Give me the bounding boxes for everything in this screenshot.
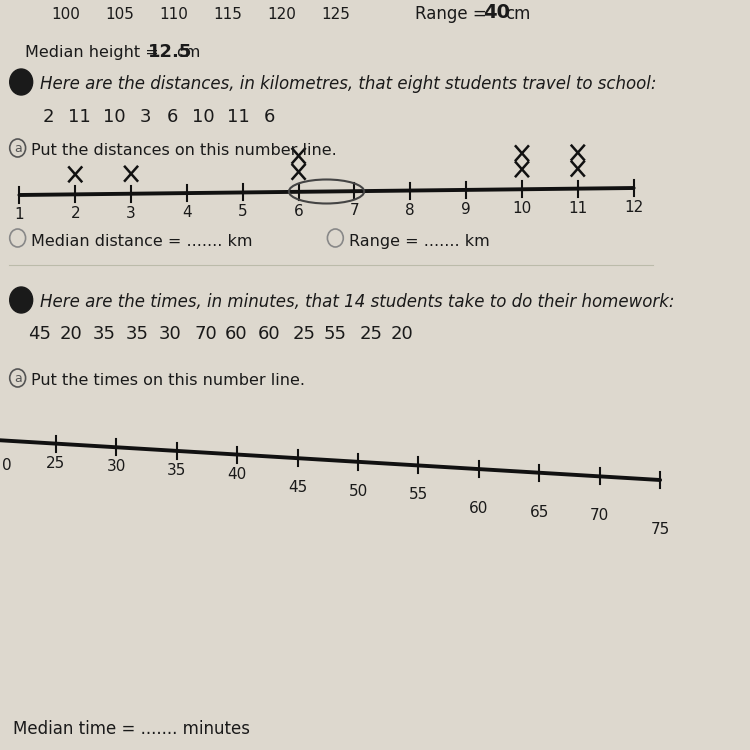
Text: 10: 10	[104, 108, 126, 126]
Text: 50: 50	[349, 484, 368, 499]
Text: 5: 5	[238, 205, 248, 220]
Text: 20: 20	[59, 325, 82, 343]
Text: 6: 6	[294, 204, 304, 219]
Text: 25: 25	[293, 325, 316, 343]
Text: 10: 10	[512, 201, 532, 216]
Text: 12.5: 12.5	[148, 43, 193, 61]
Text: 1: 1	[14, 207, 24, 222]
Text: cm: cm	[505, 5, 530, 23]
Text: 45: 45	[288, 480, 308, 495]
Text: 30: 30	[159, 325, 182, 343]
Text: 11: 11	[568, 201, 587, 216]
Text: Here are the times, in minutes, that 14 students take to do their homework:: Here are the times, in minutes, that 14 …	[40, 293, 674, 311]
Text: 65: 65	[530, 505, 549, 520]
Text: 11: 11	[68, 108, 91, 126]
Text: 6: 6	[16, 291, 27, 309]
Text: Median distance = ....... km: Median distance = ....... km	[31, 234, 253, 249]
Text: 70: 70	[590, 509, 609, 524]
Text: 3: 3	[140, 108, 152, 126]
Text: 100: 100	[52, 7, 81, 22]
Text: 0: 0	[2, 458, 11, 473]
Text: Median time = ....... minutes: Median time = ....... minutes	[13, 720, 250, 738]
Text: 40: 40	[483, 3, 510, 22]
Text: 60: 60	[225, 325, 248, 343]
Text: 7: 7	[350, 203, 359, 218]
Text: 75: 75	[650, 522, 670, 537]
Text: 3: 3	[126, 206, 136, 220]
Circle shape	[10, 69, 33, 95]
Text: 55: 55	[409, 488, 428, 502]
Text: Put the times on this number line.: Put the times on this number line.	[31, 373, 305, 388]
Text: 6: 6	[166, 108, 178, 126]
Text: 11: 11	[227, 108, 250, 126]
Text: 25: 25	[46, 456, 65, 471]
Text: 12: 12	[624, 200, 644, 215]
Text: 55: 55	[324, 325, 346, 343]
Text: 25: 25	[359, 325, 382, 343]
Text: Median height =: Median height =	[25, 45, 158, 60]
Text: cm: cm	[176, 45, 201, 60]
Text: 8: 8	[406, 202, 415, 217]
Text: 35: 35	[167, 463, 187, 478]
Text: 5: 5	[16, 73, 27, 91]
Text: 60: 60	[470, 501, 488, 516]
Text: 35: 35	[125, 325, 148, 343]
Text: 125: 125	[321, 7, 350, 22]
Text: 45: 45	[28, 325, 51, 343]
Text: Range =: Range =	[415, 5, 487, 23]
Text: 110: 110	[160, 7, 188, 22]
Text: a: a	[13, 371, 22, 385]
Text: 2: 2	[70, 206, 80, 221]
Text: 115: 115	[213, 7, 242, 22]
Text: 6: 6	[263, 108, 274, 126]
Text: 120: 120	[267, 7, 296, 22]
Text: 40: 40	[227, 466, 247, 482]
Text: 20: 20	[390, 325, 413, 343]
Text: Here are the distances, in kilometres, that eight students travel to school:: Here are the distances, in kilometres, t…	[40, 75, 656, 93]
Text: 30: 30	[106, 459, 126, 474]
Text: 60: 60	[258, 325, 280, 343]
Text: Range = ....... km: Range = ....... km	[350, 234, 490, 249]
Text: 105: 105	[106, 7, 134, 22]
Text: a: a	[13, 142, 22, 154]
Text: 4: 4	[182, 205, 192, 220]
Circle shape	[10, 287, 33, 313]
Text: 2: 2	[43, 108, 54, 126]
Text: 9: 9	[461, 202, 471, 217]
Text: 35: 35	[93, 325, 116, 343]
Text: 70: 70	[194, 325, 217, 343]
Text: 10: 10	[192, 108, 214, 126]
Text: Put the distances on this number line.: Put the distances on this number line.	[31, 143, 337, 158]
